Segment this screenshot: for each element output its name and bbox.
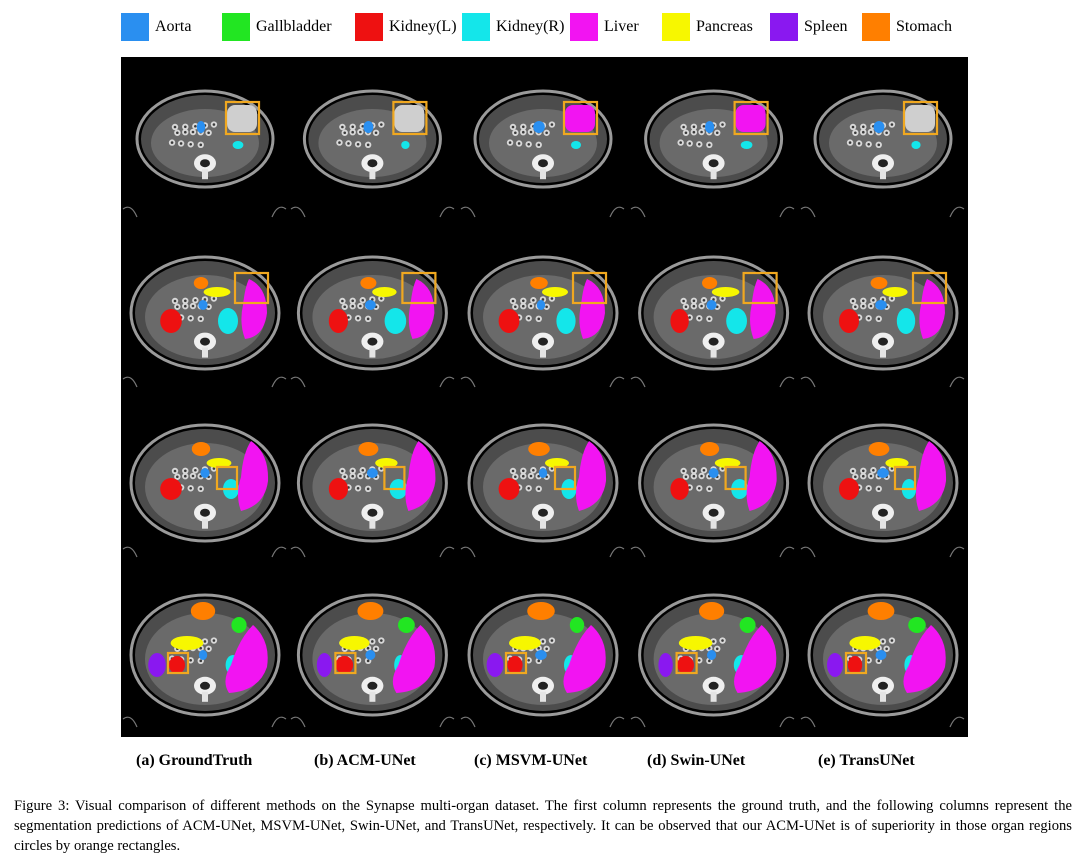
highlight-rectangle: [733, 100, 769, 136]
ct-slice-image: [629, 57, 796, 225]
ct-slice-image: [289, 567, 456, 735]
legend-swatch: [121, 13, 149, 41]
legend-swatch: [662, 13, 690, 41]
highlight-rectangle: [893, 465, 917, 491]
ct-panel-row1-transunet: [799, 57, 966, 225]
legend-item-aorta: Aorta: [121, 12, 191, 42]
legend-label: Kidney(L): [389, 18, 457, 35]
column-caption-acm-unet: (b) ACM-UNet: [314, 752, 416, 769]
legend-label: Stomach: [896, 18, 952, 35]
legend-label: Pancreas: [696, 18, 753, 35]
highlight-rectangle: [215, 465, 239, 491]
ct-panel-row4-acm-unet: [289, 567, 456, 735]
ct-panel-row1-acm-unet: [289, 57, 456, 225]
ct-panel-row3-acm-unet: [289, 397, 456, 565]
ct-slice-image: [289, 227, 456, 395]
ct-slice-image: [799, 227, 966, 395]
highlight-rectangle: [675, 651, 698, 675]
ct-slice-image: [629, 397, 796, 565]
highlight-rectangle: [742, 271, 778, 305]
legend-item-liver: Liver: [570, 12, 639, 42]
figure-caption: Figure 3: Visual comparison of different…: [14, 798, 1072, 854]
legend-swatch: [862, 13, 890, 41]
ct-slice-image: [799, 567, 966, 735]
legend-swatch: [462, 13, 490, 41]
ct-slice-image: [459, 227, 626, 395]
ct-slice-image: [121, 227, 288, 395]
legend-label: Gallbladder: [256, 18, 332, 35]
highlight-rectangle: [844, 651, 868, 675]
legend-label: Aorta: [155, 18, 192, 35]
ct-panel-row3-msvm-unet: [459, 397, 626, 565]
legend-item-spleen: Spleen: [770, 12, 848, 42]
ct-panel-row2-transunet: [799, 227, 966, 395]
ct-panel-row4-msvm-unet: [459, 567, 626, 735]
ct-slice-image: [459, 397, 626, 565]
ct-slice-image: [629, 567, 796, 735]
ct-slice-image: [289, 57, 456, 225]
legend-item-stomach: Stomach: [862, 12, 952, 42]
highlight-rectangle: [571, 271, 608, 305]
ct-slice-image: [289, 397, 456, 565]
highlight-rectangle: [504, 651, 528, 675]
ct-panel-row2-groundtruth: [121, 227, 288, 395]
highlight-rectangle: [392, 100, 428, 136]
highlight-rectangle: [911, 271, 948, 305]
ct-slice-image: [799, 57, 966, 225]
ct-slice-image: [459, 567, 626, 735]
legend-swatch: [355, 13, 383, 41]
highlight-rectangle: [334, 651, 357, 675]
column-caption-msvm-unet: (c) MSVM-UNet: [474, 752, 588, 769]
legend-item-kidney-r: Kidney(R): [462, 12, 564, 42]
ct-slice-image: [121, 57, 288, 225]
legend-label: Kidney(R): [496, 18, 565, 35]
legend-item-pancreas: Pancreas: [662, 12, 753, 42]
ct-panel-row4-transunet: [799, 567, 966, 735]
ct-panel-row1-groundtruth: [121, 57, 288, 225]
ct-panel-row1-swin-unet: [629, 57, 796, 225]
highlight-rectangle: [224, 100, 261, 136]
legend-item-kidney-l: Kidney(L): [355, 12, 457, 42]
highlight-rectangle: [401, 271, 437, 305]
legend: Aorta Gallbladder Kidney(L) Kidney(R) Liver P…: [0, 0, 1080, 56]
ct-panel-row3-transunet: [799, 397, 966, 565]
ct-panel-row1-msvm-unet: [459, 57, 626, 225]
legend-swatch: [770, 13, 798, 41]
highlight-rectangle: [553, 465, 577, 491]
highlight-rectangle: [233, 271, 270, 305]
ct-panel-row3-groundtruth: [121, 397, 288, 565]
ct-panel-row3-swin-unet: [629, 397, 796, 565]
ct-slice-image: [121, 567, 288, 735]
legend-label: Liver: [604, 18, 639, 35]
segmentation-grid: [121, 57, 968, 737]
highlight-rectangle: [562, 100, 599, 136]
ct-panel-row4-groundtruth: [121, 567, 288, 735]
ct-slice-image: [629, 227, 796, 395]
legend-swatch: [222, 13, 250, 41]
legend-swatch: [570, 13, 598, 41]
legend-item-gallbladder: Gallbladder: [222, 12, 332, 42]
ct-slice-image: [799, 397, 966, 565]
ct-slice-image: [121, 397, 288, 565]
ct-panel-row4-swin-unet: [629, 567, 796, 735]
ct-panel-row2-msvm-unet: [459, 227, 626, 395]
highlight-rectangle: [383, 465, 406, 491]
column-caption-transunet: (e) TransUNet: [818, 752, 915, 769]
ct-slice-image: [459, 57, 626, 225]
column-caption-groundtruth: (a) GroundTruth: [136, 752, 253, 769]
column-caption-swin-unet: (d) Swin-UNet: [647, 752, 746, 769]
ct-panel-row2-acm-unet: [289, 227, 456, 395]
highlight-rectangle: [724, 465, 747, 491]
highlight-rectangle: [902, 100, 939, 136]
legend-label: Spleen: [804, 18, 848, 35]
ct-panel-row2-swin-unet: [629, 227, 796, 395]
highlight-rectangle: [166, 651, 190, 675]
